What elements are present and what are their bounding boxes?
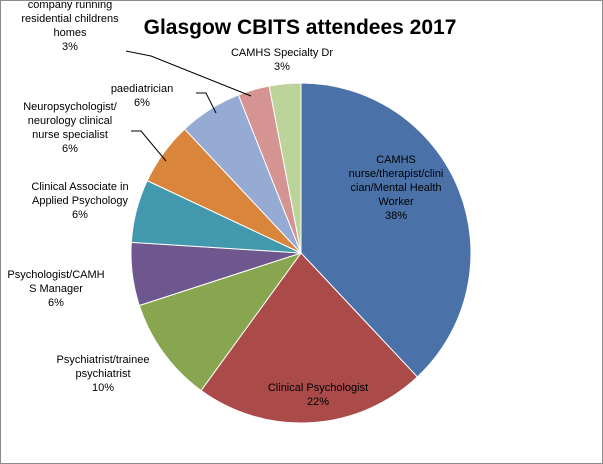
slice-label-line: CAMHS — [376, 154, 416, 166]
slice-label-line: nurse specialist — [32, 129, 108, 141]
slice-label-line: Psychologist/CAMH — [7, 269, 104, 281]
leader-line — [196, 92, 217, 114]
slice-label-line: Clinical Psychologist — [268, 382, 368, 394]
slice-label-line: 6% — [134, 97, 150, 109]
slice-label-line: CAMHS Specialty Dr — [231, 47, 333, 59]
slice-label-line: 10% — [92, 382, 114, 394]
slice-label: Psychiatrist/trainee psychiatrist 10% — [57, 354, 150, 394]
pie-slice — [300, 82, 472, 378]
pie-slice — [200, 252, 419, 424]
slice-label: CAMHS Specialty Dr 3% — [231, 47, 333, 73]
slice-label: Clinical Psychologist 22% — [268, 382, 368, 408]
leader-line — [131, 130, 167, 162]
slice-label-line: paediatrician — [111, 83, 173, 95]
slice-label-line: 6% — [62, 143, 78, 155]
slice-label-line: company running — [28, 1, 112, 11]
slice-label-line: Worker — [378, 196, 414, 208]
slice-label-line: S Manager — [29, 283, 83, 295]
slice-label-line: Applied Psychology — [32, 195, 129, 207]
leader-line — [125, 50, 252, 97]
slice-label-line: 38% — [385, 210, 407, 222]
slice-label-line: 6% — [48, 297, 64, 309]
slice-label: Clinical Associate in Applied Psychology 6… — [31, 181, 128, 221]
slice-label-line: Neuropsychologist/ — [23, 101, 117, 113]
slice-label: Psychologist/CAMH S Manager 6% — [7, 269, 104, 309]
slice-label-line: homes — [53, 27, 87, 39]
leader-lines — [125, 50, 252, 162]
slice-label: Psychologist fromcompany runningresident… — [21, 1, 119, 53]
slice-label-line: 3% — [274, 61, 290, 73]
slice-label-line: 6% — [72, 209, 88, 221]
slice-label: Neuropsychologist/neurology clinical nurs… — [23, 101, 117, 155]
slice-label-line: 3% — [62, 41, 78, 53]
pie-slice — [138, 252, 303, 392]
slice-label: paediatrician 6% — [111, 83, 173, 109]
pie-slices — [130, 82, 472, 424]
pie-slice — [268, 82, 302, 254]
slice-label-line: Clinical Associate in — [31, 181, 128, 193]
slice-label-line: cian/Mental Health — [350, 182, 441, 194]
slice-label-line: neurology clinical — [28, 115, 112, 127]
slice-label-line: nurse/therapist/clini — [349, 168, 444, 180]
slice-label: CAMHS nurse/therapist/clini cian/Mental He… — [349, 154, 444, 222]
chart-title: Glasgow CBITS attendees 2017 — [144, 16, 457, 39]
slice-label-line: Psychiatrist/trainee — [57, 354, 150, 366]
slice-label-line: psychiatrist — [75, 368, 130, 380]
slice-label-line: 22% — [307, 396, 329, 408]
slice-label-line: residential childrens — [21, 13, 119, 25]
slice-labels: CAMHS nurse/therapist/clini cian/Mental He… — [7, 1, 443, 408]
